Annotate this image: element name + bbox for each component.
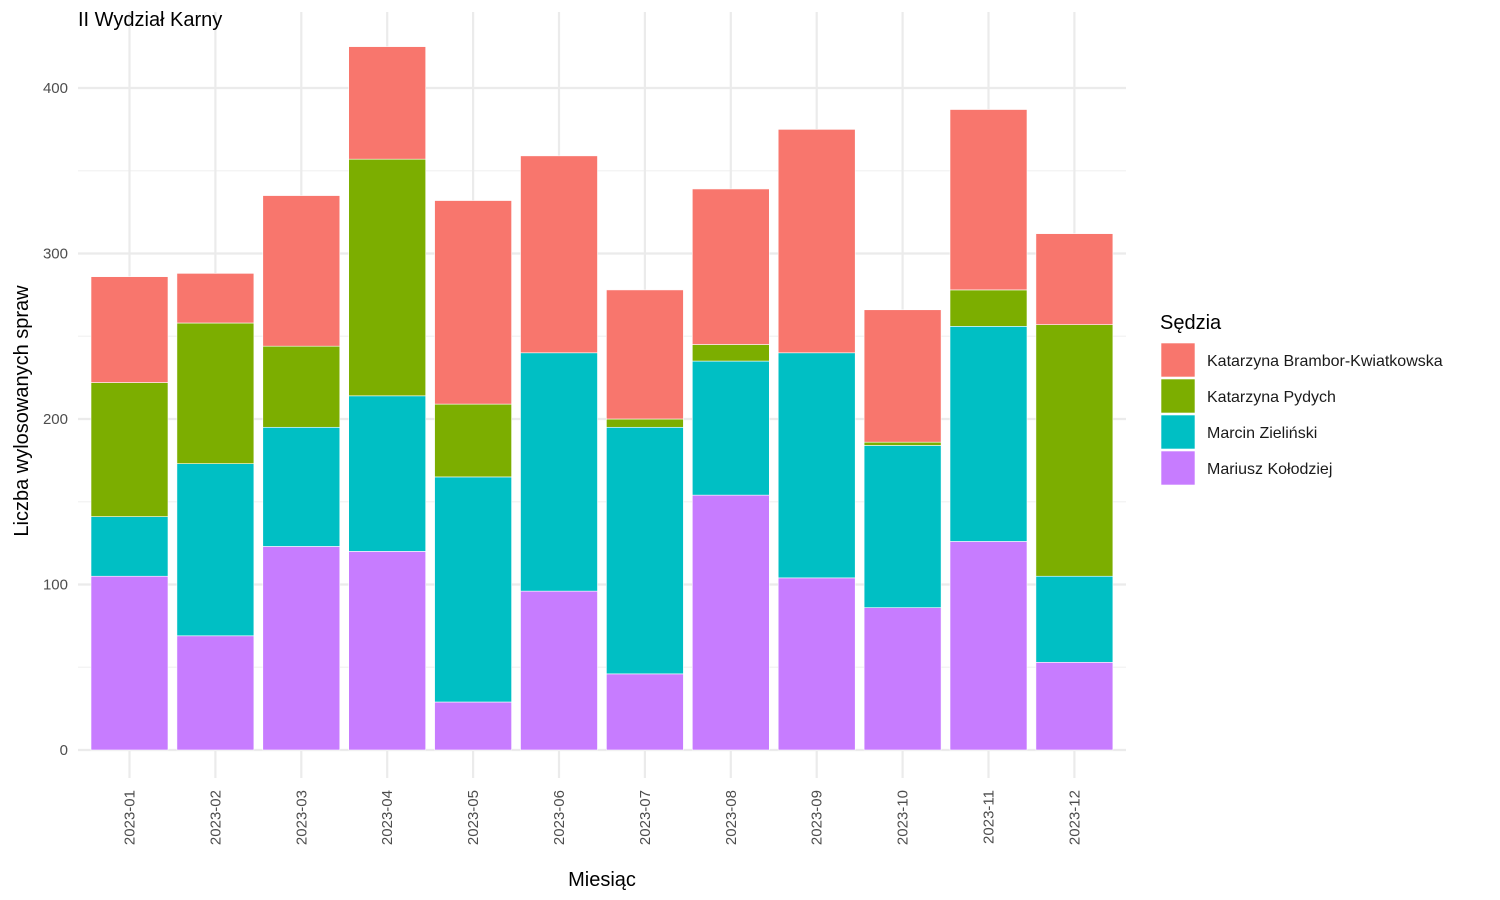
bar-segment	[949, 109, 1028, 291]
y-tick-label: 0	[60, 742, 68, 759]
legend-label: Marcin Zieliński	[1207, 425, 1317, 442]
bar-segment	[176, 273, 255, 324]
bar-segment	[90, 276, 169, 383]
bar-segment	[348, 551, 427, 751]
bar-segment	[176, 635, 255, 751]
x-axis-title: Miesiąc	[568, 869, 636, 891]
chart-title: II Wydział Karny	[78, 9, 222, 31]
x-tick-label: 2023-02	[207, 790, 224, 845]
bar-segment	[434, 701, 512, 751]
bar-segment	[1035, 661, 1114, 751]
y-tick-label: 300	[43, 246, 68, 263]
bar-segment	[777, 352, 856, 579]
x-tick-label: 2023-04	[379, 790, 396, 845]
bar-segment	[262, 426, 341, 547]
y-tick-label: 400	[43, 80, 68, 97]
bar-segment	[348, 395, 427, 552]
bar-segment	[691, 188, 770, 345]
bar-segment	[606, 289, 684, 420]
x-tick-label: 2023-11	[981, 790, 998, 844]
legend-label: Katarzyna Brambor-Kwiatkowska	[1207, 353, 1443, 370]
x-tick-label: 2023-09	[809, 790, 826, 845]
bar-segment	[1035, 575, 1114, 663]
y-tick-label: 200	[43, 411, 68, 428]
x-tick-label: 2023-07	[637, 790, 654, 845]
bar-segment	[348, 158, 427, 397]
bar-segment	[262, 546, 341, 751]
bars	[90, 46, 1114, 751]
bar-segment	[777, 129, 856, 354]
bar-segment	[863, 309, 942, 443]
x-tick-label: 2023-03	[293, 790, 310, 845]
bar-segment	[90, 575, 169, 751]
legend-swatch	[1160, 378, 1196, 414]
legend-swatch	[1160, 414, 1196, 450]
y-axis-title: Liczba wylosowanych spraw	[11, 285, 33, 537]
bar-segment	[949, 289, 1028, 327]
x-tick-label: 2023-01	[122, 790, 139, 845]
bar-segment	[262, 195, 341, 347]
bar-segment	[1035, 233, 1114, 325]
bar-segment	[606, 426, 684, 675]
bar-segment	[520, 155, 598, 354]
bar-segment	[949, 326, 1028, 542]
legend: Sędzia Katarzyna Brambor-Kwiatkowska Kata…	[1160, 312, 1443, 486]
bar-segment	[434, 200, 512, 405]
legend-swatch	[1160, 450, 1196, 486]
y-tick-label: 100	[43, 577, 68, 594]
bar-segment	[434, 403, 512, 478]
bar-segment	[520, 352, 598, 592]
legend-swatch	[1160, 342, 1196, 378]
x-tick-label: 2023-05	[465, 790, 482, 845]
bar-segment	[434, 476, 512, 703]
bar-segment	[863, 441, 942, 446]
x-axis: 2023-01 2023-02 2023-03 2023-04 2023-05 2023-…	[122, 790, 1084, 845]
bar-segment	[691, 360, 770, 496]
bar-segment	[863, 607, 942, 751]
x-tick-label: 2023-08	[723, 790, 740, 845]
legend-label: Katarzyna Pydych	[1207, 389, 1336, 406]
bar-segment	[606, 418, 684, 428]
x-tick-label: 2023-12	[1066, 790, 1083, 845]
x-tick-label: 2023-10	[895, 790, 912, 845]
bar-segment	[691, 344, 770, 362]
bar-segment	[262, 345, 341, 428]
bar-segment	[176, 322, 255, 464]
bar-segment	[606, 673, 684, 751]
bar-segment	[348, 46, 427, 160]
bar-segment	[90, 382, 169, 517]
x-tick-label: 2023-06	[551, 790, 568, 845]
bar-segment	[777, 577, 856, 751]
bar-segment	[520, 590, 598, 751]
bar-segment	[949, 541, 1028, 751]
legend-title: Sędzia	[1160, 312, 1222, 334]
y-axis: 0 100 200 300 400	[43, 80, 68, 759]
bar-segment	[691, 494, 770, 751]
bar-segment	[863, 445, 942, 608]
legend-label: Mariusz Kołodziej	[1207, 461, 1332, 478]
bar-segment	[90, 516, 169, 577]
bar-segment	[176, 463, 255, 637]
bar-segment	[1035, 324, 1114, 577]
